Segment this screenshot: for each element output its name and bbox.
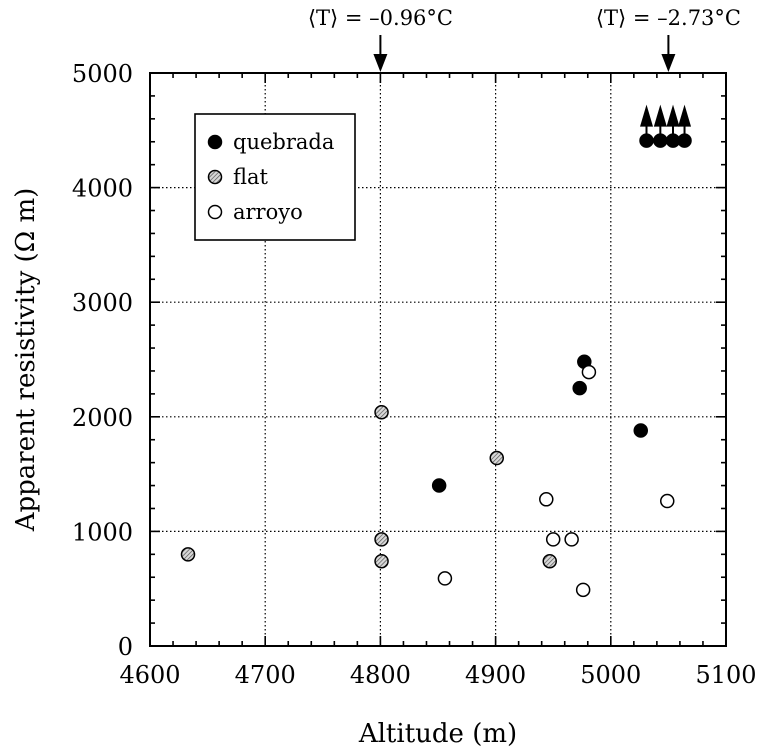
- data-points: [180, 104, 692, 598]
- data-point-lower-bound: [639, 133, 654, 148]
- data-point-arroyo: [539, 492, 554, 507]
- annotation-arrow-head: [661, 54, 676, 72]
- data-point-flat: [542, 553, 557, 569]
- lower-bound-arrow-head: [653, 104, 667, 127]
- x-axis-title: Altitude (m): [358, 719, 517, 749]
- data-point-quebrada: [431, 478, 447, 493]
- data-point-quebrada: [633, 423, 649, 438]
- y-axis-title: Apparent resistivity (Ω m): [11, 188, 41, 533]
- axis-ticks: [149, 72, 727, 647]
- y-tick-label: 4000: [72, 175, 133, 203]
- x-tick-labels: 4600 4700 4800 4900 5000 5100: [119, 661, 756, 689]
- legend-marker-quebrada: [207, 134, 223, 150]
- data-point-flat: [374, 404, 389, 420]
- plot-frame: [149, 72, 727, 647]
- data-point-flat: [180, 547, 196, 562]
- data-point-quebrada: [572, 380, 587, 396]
- legend-label-arroyo: arroyo: [233, 200, 303, 224]
- x-tick-label: 4900: [465, 661, 526, 689]
- data-point-lower-bound: [653, 133, 668, 148]
- annotation-label: ⟨T⟩ = –0.96°C: [308, 6, 453, 30]
- x-tick-label: 4700: [235, 661, 296, 689]
- data-point-arroyo: [575, 582, 591, 598]
- y-tick-label: 5000: [72, 60, 133, 88]
- lower-bound-arrow-head: [640, 104, 654, 127]
- legend-marker-flat: [207, 169, 223, 185]
- data-point-arroyo: [545, 532, 561, 547]
- data-point-arroyo: [437, 571, 453, 586]
- data-point-flat: [374, 532, 389, 547]
- y-tick-label: 0: [118, 633, 133, 661]
- annotation-label: ⟨T⟩ = –2.73°C: [596, 6, 741, 30]
- x-tick-label: 4800: [350, 661, 411, 689]
- legend-label-quebrada: quebrada: [233, 130, 334, 154]
- x-tick-label: 5100: [695, 661, 756, 689]
- y-tick-label: 2000: [72, 404, 133, 432]
- y-tick-labels: 0 1000 2000 3000 4000 5000: [72, 60, 133, 661]
- data-point-arroyo: [581, 364, 597, 380]
- x-tick-label: 4600: [119, 661, 180, 689]
- data-point-arroyo: [564, 532, 579, 547]
- lower-bound-arrow-head: [678, 104, 692, 127]
- lower-bound-arrow-head: [666, 104, 680, 127]
- legend-marker-arroyo: [207, 204, 223, 220]
- y-tick-label: 1000: [72, 518, 133, 546]
- legend: quebrada flat arroyo: [194, 113, 356, 241]
- data-point-flat: [489, 450, 505, 466]
- annotation-arrow-head: [373, 54, 388, 72]
- annotations: ⟨T⟩ = –0.96°C ⟨T⟩ = –2.73°C: [308, 6, 741, 72]
- legend-label-flat: flat: [233, 165, 269, 189]
- data-point-lower-bound: [677, 133, 692, 148]
- x-tick-label: 5000: [580, 661, 641, 689]
- data-point-flat: [374, 553, 389, 569]
- y-tick-label: 3000: [72, 289, 133, 317]
- data-point-arroyo: [659, 493, 675, 509]
